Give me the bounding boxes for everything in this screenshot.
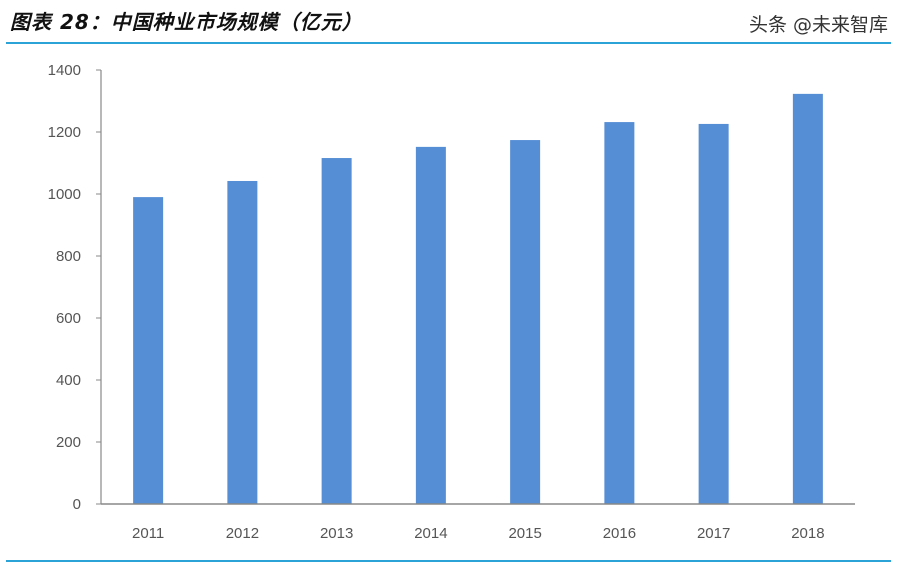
bar-2014 — [415, 146, 446, 504]
x-tick-label: 2018 — [791, 525, 824, 542]
x-tick-label: 2017 — [697, 525, 730, 542]
bar-2017 — [698, 123, 729, 504]
y-tick-label: 1400 — [48, 62, 81, 79]
y-tick-label: 800 — [56, 248, 81, 265]
x-tick-label: 2011 — [132, 525, 164, 542]
bar-2016 — [604, 122, 635, 504]
bar-2015 — [510, 140, 541, 504]
bar-2018 — [792, 93, 823, 505]
y-tick-label: 1000 — [48, 186, 81, 203]
x-tick-label: 2013 — [320, 525, 353, 542]
watermark: 头条 @未来智库 — [748, 14, 888, 36]
bottom-divider — [6, 560, 891, 562]
bar-2013 — [321, 158, 352, 505]
y-tick-label: 0 — [73, 496, 81, 513]
y-tick-label: 1200 — [48, 124, 81, 141]
y-tick-label: 400 — [56, 372, 81, 389]
y-tick-label: 200 — [56, 434, 81, 451]
y-tick-label: 600 — [56, 310, 81, 327]
chart-title: 图表 28：中国种业市场规模（亿元） — [10, 10, 363, 34]
x-tick-label: 2014 — [414, 525, 447, 542]
x-tick-label: 2012 — [226, 525, 259, 542]
bar-2012 — [227, 180, 258, 505]
x-tick-label: 2016 — [603, 525, 636, 542]
x-tick-label: 2015 — [508, 525, 541, 542]
bar-2011 — [133, 197, 164, 504]
top-divider — [6, 42, 891, 44]
